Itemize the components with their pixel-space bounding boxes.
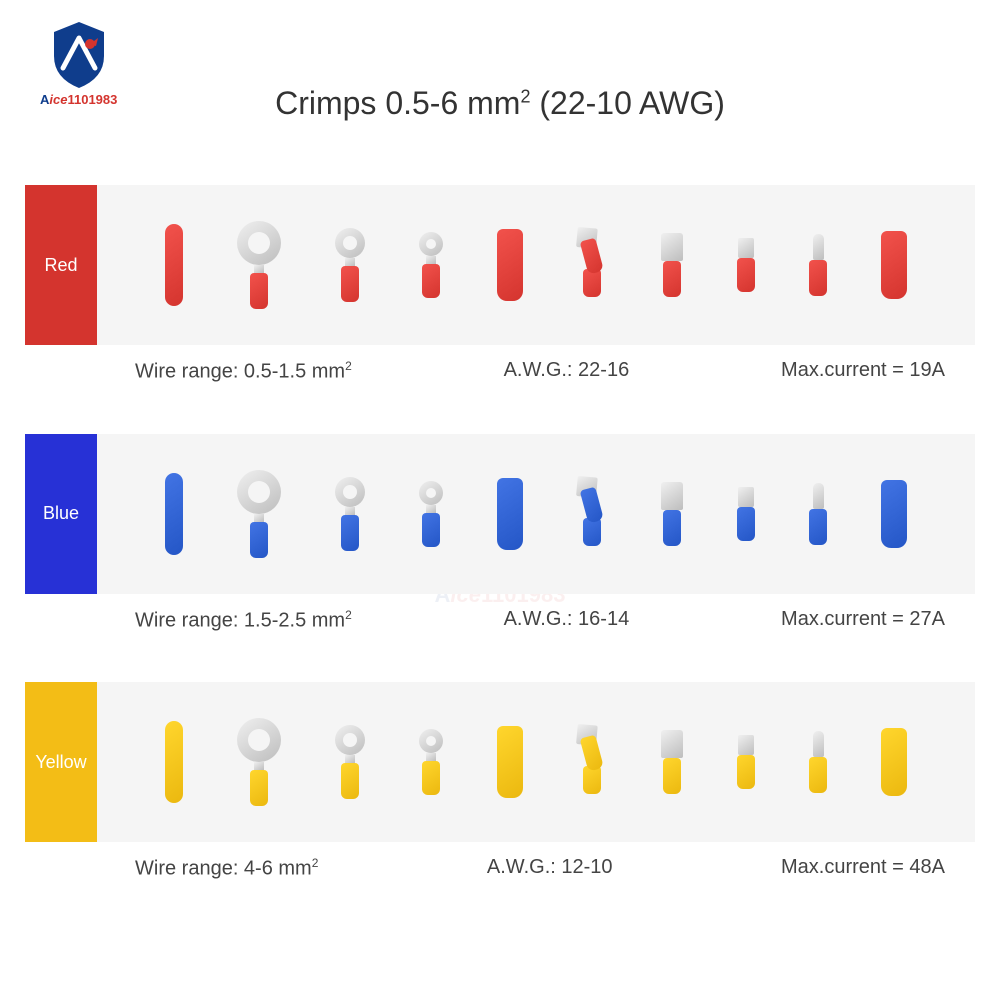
terminal-ring (237, 718, 281, 806)
awg: A.W.G.: 16-14 (504, 608, 630, 633)
items-strip (97, 434, 975, 594)
items-strip (97, 682, 975, 842)
terminal-full_insul (881, 728, 907, 796)
row-yellow: Yellow Wire range: 4-6 mm2 A.W.G.: 12-10 Ma… (25, 682, 975, 881)
terminal-full_insul (497, 229, 523, 301)
terminal-bullet (809, 483, 827, 545)
rows-container: Red Wire range: 0.5-1.5 mm2 A.W.G.: 22-16 M… (25, 185, 975, 881)
terminal-ring (237, 470, 281, 558)
max-current: Max.current = 48A (781, 856, 945, 881)
wire-range: Wire range: 1.5-2.5 mm2 (135, 608, 352, 633)
terminal-ring (335, 228, 365, 302)
wire-range: Wire range: 4-6 mm2 (135, 856, 318, 881)
terminal-piggy (577, 482, 607, 546)
page-title: Crimps 0.5-6 mm2 (22-10 AWG) (0, 85, 1000, 122)
awg: A.W.G.: 12-10 (487, 856, 613, 881)
title-suffix: (22-10 AWG) (539, 85, 725, 121)
terminal-spade_small (737, 735, 755, 789)
terminal-butt (165, 721, 183, 803)
max-current: Max.current = 19A (781, 359, 945, 384)
shield-icon (49, 20, 109, 90)
spec-line: Wire range: 0.5-1.5 mm2 A.W.G.: 22-16 Max.… (25, 359, 975, 384)
terminal-ring (335, 477, 365, 551)
terminal-ring (237, 221, 281, 309)
terminal-bullet (809, 731, 827, 793)
title-sup: 2 (520, 86, 530, 106)
row-red: Red Wire range: 0.5-1.5 mm2 A.W.G.: 22-16 M… (25, 185, 975, 384)
terminal-piggy (577, 730, 607, 794)
color-label: Yellow (25, 682, 97, 842)
terminal-spade (661, 730, 683, 794)
spec-line: Wire range: 1.5-2.5 mm2 A.W.G.: 16-14 Max.… (25, 608, 975, 633)
terminal-spade (661, 482, 683, 546)
terminal-bullet (809, 234, 827, 296)
terminal-full_insul (881, 231, 907, 299)
color-label: Red (25, 185, 97, 345)
terminal-full_insul (497, 478, 523, 550)
spec-line: Wire range: 4-6 mm2 A.W.G.: 12-10 Max.curr… (25, 856, 975, 881)
terminal-ring (419, 481, 443, 547)
title-prefix: Crimps 0.5-6 mm (275, 85, 520, 121)
items-strip (97, 185, 975, 345)
terminal-spade (661, 233, 683, 297)
max-current: Max.current = 27A (781, 608, 945, 633)
terminal-ring (419, 232, 443, 298)
terminal-spade_small (737, 487, 755, 541)
terminal-piggy (577, 233, 607, 297)
terminal-ring (419, 729, 443, 795)
terminal-butt (165, 224, 183, 306)
row-blue: Blue Wire range: 1.5-2.5 mm2 A.W.G.: 16-14… (25, 434, 975, 633)
terminal-butt (165, 473, 183, 555)
terminal-ring (335, 725, 365, 799)
color-label: Blue (25, 434, 97, 594)
terminal-full_insul (881, 480, 907, 548)
terminal-full_insul (497, 726, 523, 798)
wire-range: Wire range: 0.5-1.5 mm2 (135, 359, 352, 384)
awg: A.W.G.: 22-16 (504, 359, 630, 384)
terminal-spade_small (737, 238, 755, 292)
